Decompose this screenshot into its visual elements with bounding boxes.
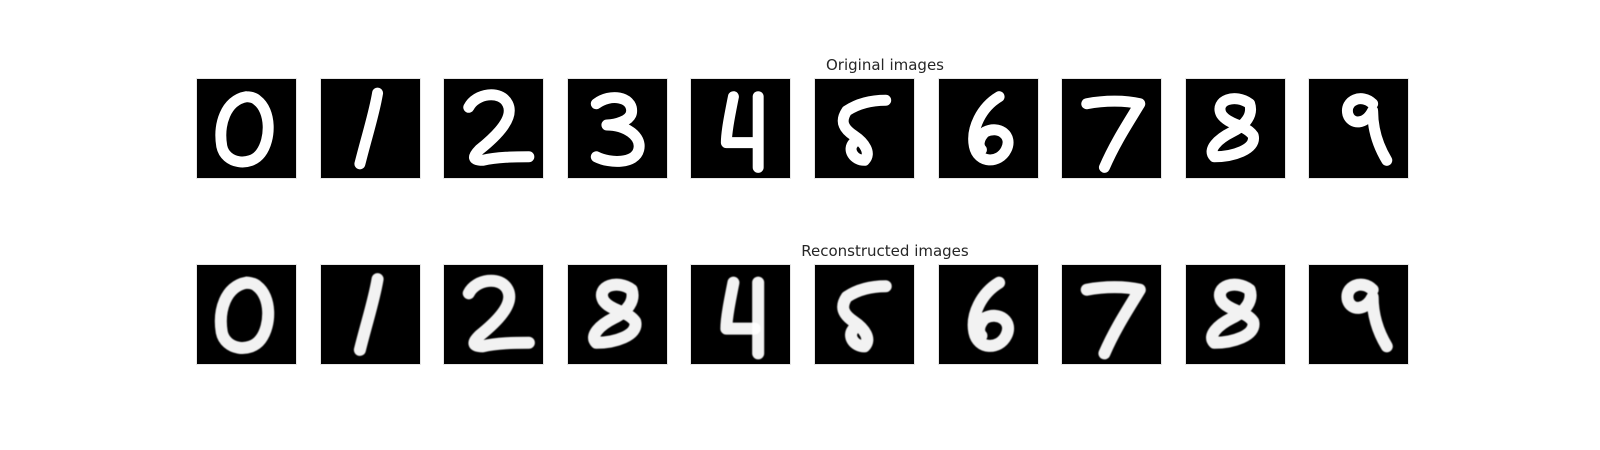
original-digit-image	[690, 78, 792, 179]
digit-stroke	[590, 92, 645, 167]
digit-stroke	[353, 273, 384, 356]
original-digit-image	[196, 78, 297, 179]
original-digit-image	[814, 78, 915, 179]
reconstructed-digit-image	[443, 264, 545, 365]
digit-drawing	[1080, 281, 1146, 360]
reconstructed-digit-image	[814, 264, 915, 365]
row-title-original: Original images	[825, 56, 944, 74]
digit-drawing	[721, 91, 765, 173]
digit-stroke	[837, 94, 892, 166]
original-digit-image	[937, 78, 1039, 179]
digit-stroke	[1205, 278, 1260, 349]
reconstructed-digit-image	[1184, 264, 1286, 365]
digit-stroke	[720, 276, 762, 335]
digit-stroke	[463, 89, 535, 166]
original-digit-image	[1184, 78, 1286, 179]
digit-stroke	[462, 274, 536, 353]
reconstructed-digit-image	[690, 264, 792, 365]
digit-stroke	[1206, 93, 1259, 163]
digit-drawing	[463, 89, 535, 166]
reconstructed-digit-image	[1061, 264, 1163, 365]
digit-drawing	[215, 91, 274, 168]
row-title-reconstructed: Reconstructed images	[801, 242, 969, 260]
digit-drawing	[354, 87, 383, 170]
digit-drawing	[1206, 93, 1259, 163]
digit-stroke	[837, 280, 892, 353]
digit-drawing	[837, 94, 892, 166]
original-digit-image	[1061, 78, 1163, 179]
digit-drawing	[720, 276, 765, 360]
digit-drawing	[837, 280, 892, 353]
reconstructed-digit-image	[937, 264, 1039, 365]
original-digit-image	[319, 78, 421, 179]
reconstructed-digit-image	[196, 264, 297, 365]
digit-stroke	[721, 91, 761, 149]
digit-stroke	[1342, 93, 1393, 166]
digit-drawing	[214, 276, 275, 354]
original-digit-image	[443, 78, 545, 179]
original-digit-image	[566, 78, 668, 179]
digit-drawing	[967, 91, 1013, 166]
digit-drawing	[1342, 93, 1393, 166]
digit-stroke	[1341, 278, 1394, 353]
digit-drawing	[462, 274, 536, 353]
digit-stroke	[587, 278, 642, 349]
digit-drawing	[590, 92, 645, 167]
digit-drawing	[587, 278, 642, 349]
digit-stroke	[214, 276, 275, 354]
reconstructed-digit-image	[319, 264, 421, 365]
reconstructed-digit-image	[1308, 264, 1410, 365]
digit-stroke	[215, 91, 274, 168]
digit-stroke	[354, 87, 383, 170]
digit-stroke	[1081, 95, 1146, 173]
digit-stroke	[967, 91, 1013, 166]
digit-drawing	[1205, 278, 1260, 349]
reconstructed-digit-image	[566, 264, 668, 365]
digit-stroke	[967, 276, 1014, 352]
digit-drawing	[1341, 278, 1394, 353]
digit-drawing	[967, 276, 1014, 352]
digit-drawing	[1081, 95, 1146, 173]
original-digit-image	[1308, 78, 1410, 179]
digit-drawing	[353, 273, 384, 356]
digit-stroke	[1080, 281, 1146, 360]
